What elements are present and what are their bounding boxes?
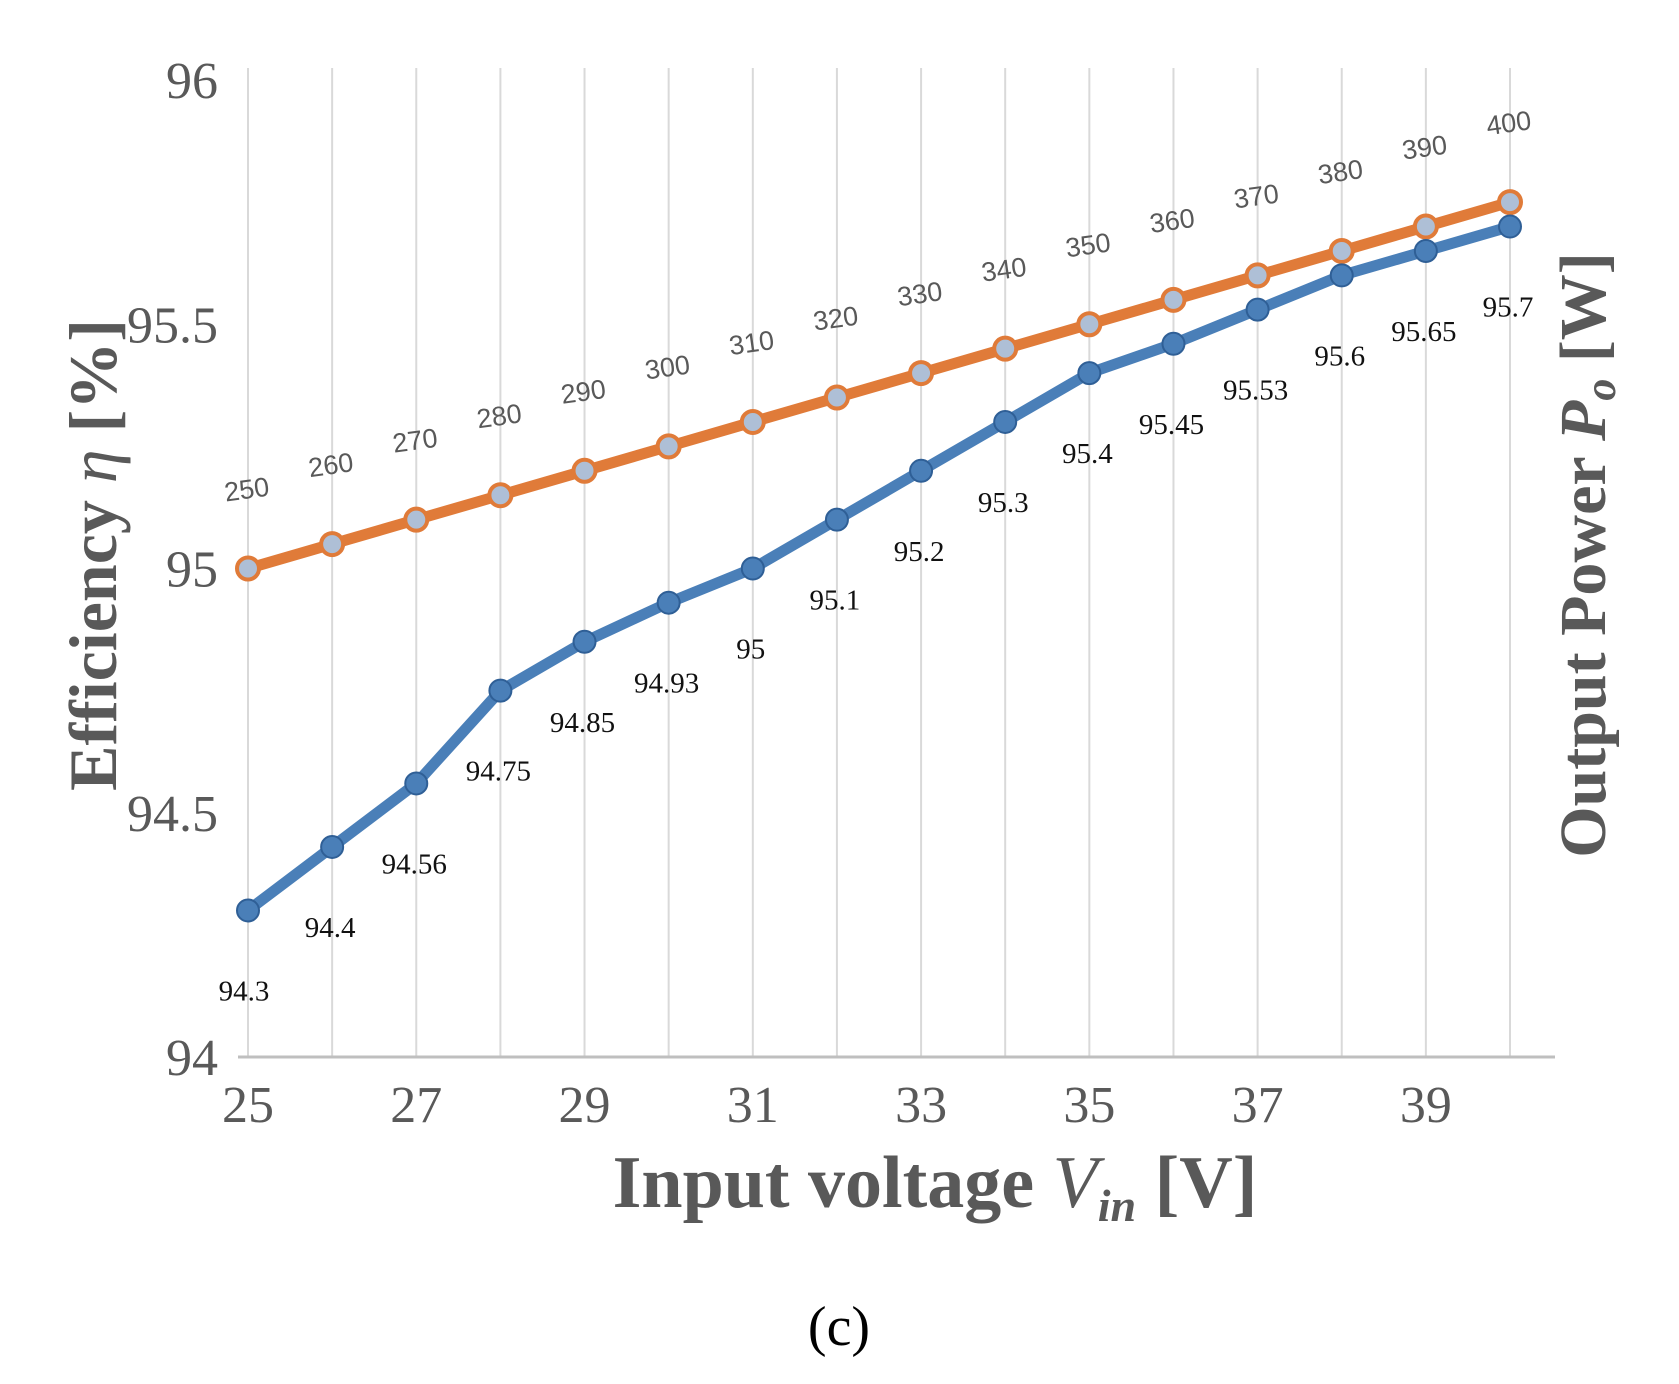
power-marker (1497, 189, 1523, 216)
y-tick-label: 96 (166, 53, 218, 110)
power-marker (1076, 311, 1103, 338)
power-marker (1412, 213, 1439, 240)
series-line-power (242, 196, 1516, 574)
power-marker (908, 360, 935, 387)
power-marker (1328, 237, 1355, 264)
power-marker (487, 482, 514, 509)
series-line-efficiency (242, 221, 1516, 916)
x-tick-label: 33 (895, 1077, 947, 1134)
y2-axis-title: Output Power Po [W] (1547, 252, 1630, 858)
efficiency-data-label: 95 (736, 634, 765, 666)
panel-label: (c) (808, 1296, 870, 1358)
power-data-label: 380 (1316, 154, 1365, 190)
power-marker (403, 506, 430, 533)
efficiency-data-label: 95.65 (1391, 316, 1456, 348)
power-data-label: 370 (1232, 178, 1281, 214)
efficiency-data-label: 94.3 (219, 975, 270, 1007)
efficiency-marker (488, 678, 513, 703)
efficiency-marker (656, 590, 681, 615)
power-data-label: 270 (391, 423, 440, 459)
efficiency-marker (740, 556, 765, 581)
x-tick-label: 39 (1400, 1077, 1452, 1134)
power-marker (571, 457, 598, 484)
power-marker (739, 408, 766, 435)
grid (247, 68, 1511, 1057)
power-data-label: 280 (475, 398, 524, 434)
y-axis-title: Efficiency η [%] (55, 319, 131, 791)
efficiency-marker (320, 834, 345, 859)
tick-labels: 94 94.5 95 95.5 96 25 27 29 31 33 35 37 39 (127, 53, 1452, 1134)
efficiency-data-label: 95.7 (1483, 292, 1534, 324)
efficiency-marker (1077, 361, 1102, 386)
data-labels: 250 260 270 280 290 300 310 320 330 340 350 360 370 3… (219, 105, 1534, 1007)
x-tick-label: 37 (1232, 1077, 1284, 1134)
x-tick-label: 27 (390, 1077, 442, 1134)
efficiency-data-label: 95.53 (1223, 375, 1288, 407)
power-data-label: 250 (222, 472, 271, 508)
power-marker (1244, 262, 1271, 289)
efficiency-marker (1413, 238, 1438, 263)
efficiency-data-label: 95.6 (1314, 340, 1365, 372)
x-axis-title: Input voltage Vin [V] (613, 1142, 1258, 1238)
power-data-label: 330 (895, 276, 944, 312)
series (235, 189, 1523, 923)
efficiency-marker (236, 898, 260, 923)
efficiency-data-label: 94.93 (634, 668, 699, 700)
efficiency-marker (404, 771, 429, 796)
power-data-label: 340 (980, 252, 1029, 288)
power-data-label: 320 (811, 301, 860, 337)
y-tick-label: 95.5 (127, 297, 218, 354)
efficiency-data-label: 95.2 (894, 536, 945, 568)
power-marker (319, 531, 346, 558)
power-marker (1160, 286, 1187, 313)
power-data-label: 260 (306, 447, 355, 483)
efficiency-data-label: 95.4 (1062, 438, 1113, 470)
power-data-label: 290 (559, 374, 608, 410)
efficiency-data-label: 95.45 (1139, 409, 1204, 441)
efficiency-data-label: 94.4 (305, 912, 356, 944)
efficiency-marker (572, 629, 597, 654)
efficiency-data-label: 94.56 (382, 848, 447, 880)
efficiency-data-label: 95.3 (978, 487, 1029, 519)
efficiency-marker (1329, 263, 1354, 288)
power-data-label: 350 (1064, 227, 1113, 263)
efficiency-marker (1498, 214, 1522, 239)
power-marker (655, 433, 682, 460)
power-marker (823, 384, 850, 411)
power-marker (992, 335, 1019, 362)
power-data-label: 390 (1400, 130, 1449, 166)
efficiency-data-label: 94.75 (466, 756, 531, 788)
power-data-label: 300 (643, 349, 692, 385)
efficiency-data-label: 95.1 (810, 585, 861, 617)
efficiency-marker (993, 409, 1018, 434)
power-marker (235, 555, 261, 582)
efficiency-marker (909, 458, 934, 483)
y-tick-label: 94 (166, 1030, 218, 1087)
power-data-label: 400 (1484, 105, 1533, 141)
power-data-label: 360 (1148, 203, 1197, 239)
efficiency-data-label: 94.85 (550, 707, 615, 739)
efficiency-marker (1161, 331, 1186, 356)
x-tick-label: 29 (559, 1077, 611, 1134)
y-tick-label: 95 (166, 542, 218, 599)
x-tick-label: 35 (1063, 1077, 1115, 1134)
efficiency-marker (824, 507, 849, 532)
power-data-label: 310 (727, 325, 776, 361)
y-tick-label: 94.5 (127, 786, 218, 843)
efficiency-marker (1245, 297, 1270, 322)
x-tick-label: 31 (727, 1077, 779, 1134)
x-tick-label: 25 (222, 1077, 274, 1134)
